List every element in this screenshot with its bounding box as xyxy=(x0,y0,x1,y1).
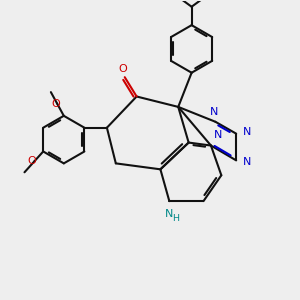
Text: H: H xyxy=(172,214,179,224)
Text: N: N xyxy=(210,107,218,117)
Text: N: N xyxy=(243,127,251,137)
Text: O: O xyxy=(28,156,37,166)
Text: N: N xyxy=(165,209,173,219)
Text: N: N xyxy=(243,157,251,167)
Text: O: O xyxy=(119,64,128,74)
Text: O: O xyxy=(51,99,60,109)
Text: N: N xyxy=(214,130,222,140)
